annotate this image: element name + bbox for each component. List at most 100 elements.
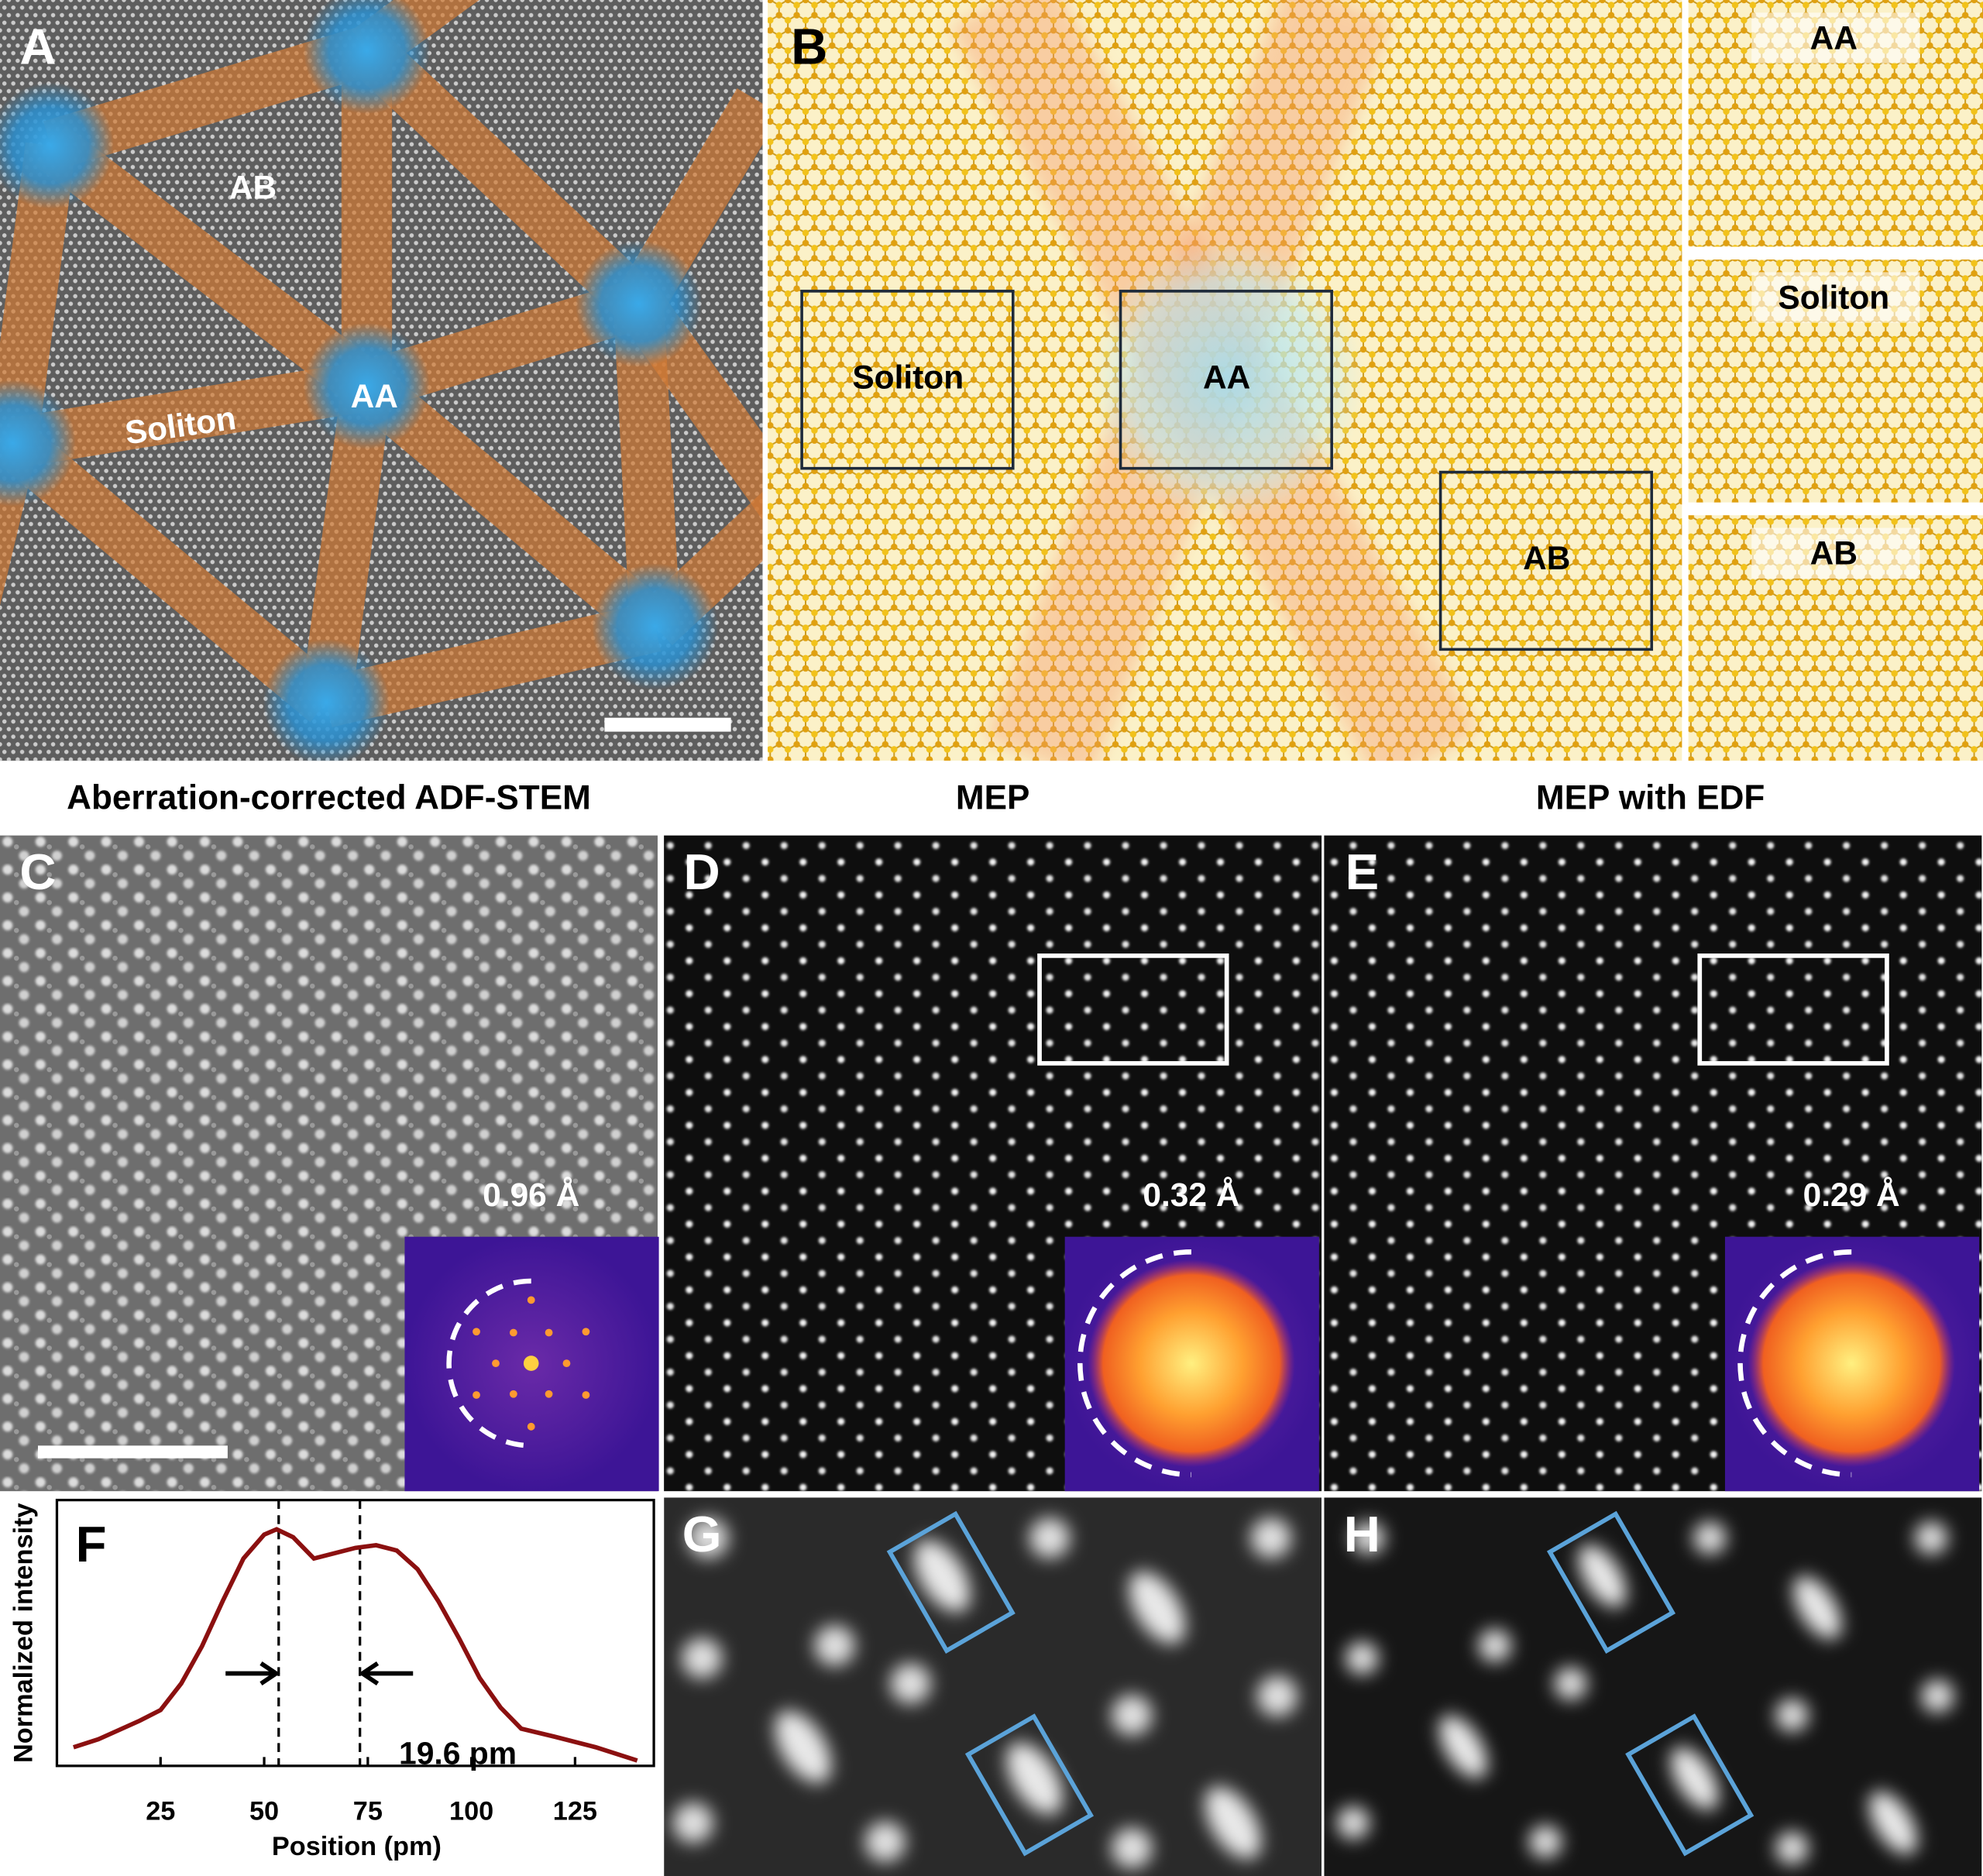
fft-spot (509, 1390, 517, 1398)
label: H (1344, 1506, 1380, 1562)
atom (864, 1821, 906, 1863)
panel (664, 1497, 1322, 1876)
aa-region (263, 639, 390, 761)
aa-region (1088, 240, 1366, 520)
pair-box (1625, 1713, 1754, 1857)
intensity-line (73, 1527, 638, 1763)
label: Soliton (1778, 280, 1889, 316)
panel (768, 0, 1682, 761)
atom (1256, 1675, 1298, 1717)
plot-frame (55, 1498, 655, 1768)
label: AB (1523, 540, 1570, 576)
atom-pair (1869, 1791, 1918, 1855)
arrow (358, 1661, 414, 1685)
label: 0.32 Å (1143, 1177, 1239, 1213)
fft-spot (473, 1391, 480, 1399)
label: AB (1810, 535, 1858, 572)
atom (890, 1663, 931, 1704)
aa-region (592, 563, 719, 690)
label: AA (1203, 359, 1250, 395)
label: MEP (956, 779, 1030, 817)
x-tick-label: 25 (146, 1796, 175, 1826)
atom-pair (913, 1539, 971, 1613)
label: MEP with EDF (1536, 779, 1765, 817)
panel (1688, 0, 1983, 247)
label-bg (1751, 527, 1920, 579)
label: E (1345, 844, 1380, 900)
y-axis-label: Normalized intensity (9, 1503, 39, 1763)
label: AB (229, 169, 277, 205)
atom (1250, 1517, 1291, 1558)
x-tick-label: 100 (449, 1796, 493, 1826)
soliton-band (35, 125, 383, 407)
label: 0.96 Å (483, 1177, 579, 1213)
panel (1688, 259, 1983, 503)
label-bg (1751, 272, 1920, 323)
aa-region (303, 322, 431, 450)
fft-center (523, 1355, 539, 1371)
atom (682, 1637, 723, 1679)
x-tick-label: 50 (249, 1796, 279, 1826)
fft-disk (1088, 1259, 1295, 1468)
atom (1029, 1517, 1071, 1558)
atom (1112, 1827, 1153, 1869)
atom (1478, 1629, 1512, 1662)
label: 0.29 Å (1803, 1177, 1900, 1213)
atom-pair (1793, 1575, 1842, 1640)
atom (672, 1802, 713, 1843)
fft-spot (582, 1391, 590, 1399)
atom (1112, 1695, 1153, 1736)
atom-pair (1006, 1742, 1063, 1815)
atom (1914, 1521, 1948, 1555)
fft-spot (545, 1390, 553, 1398)
label: A (19, 19, 56, 75)
region-box (800, 290, 1015, 470)
aa-region (303, 0, 431, 115)
arrow (225, 1661, 280, 1685)
label: B (791, 19, 827, 75)
aa-region (0, 82, 114, 209)
zoom-box (1037, 953, 1229, 1066)
label: Soliton (852, 359, 964, 395)
atom-pair (1438, 1715, 1488, 1778)
panel (0, 0, 763, 761)
atom (1693, 1521, 1727, 1555)
scale-bar (37, 1445, 228, 1459)
aa-region (575, 240, 703, 367)
fft-spot (492, 1359, 500, 1368)
atom (1775, 1699, 1809, 1732)
x-axis-label: Position (pm) (272, 1832, 442, 1861)
atom (814, 1625, 855, 1666)
panel (1324, 1497, 1982, 1876)
atom (1336, 1806, 1370, 1840)
region-box (1119, 290, 1333, 470)
atom (688, 1517, 729, 1558)
resolution-arc (1077, 1249, 1191, 1478)
atom-pair (775, 1710, 832, 1784)
pair-box (886, 1510, 1016, 1654)
annotation: 19.6 pm (399, 1736, 517, 1771)
zoom-box (1697, 953, 1889, 1066)
fft-spot (527, 1296, 535, 1304)
fft-spot (562, 1359, 571, 1368)
label: AA (1810, 20, 1858, 57)
atom (1921, 1679, 1954, 1713)
atom-pair (1129, 1571, 1186, 1644)
x-tick-label: 125 (553, 1796, 597, 1826)
label: G (682, 1506, 722, 1562)
x-tick-label: 75 (353, 1796, 383, 1826)
label: C (19, 844, 56, 900)
scale-bar (604, 717, 731, 732)
atom (1528, 1825, 1562, 1859)
atom (1352, 1521, 1385, 1555)
soliton-band (0, 423, 343, 723)
label: D (684, 844, 720, 900)
pair-box (1546, 1510, 1676, 1654)
fft-disk (1748, 1259, 1956, 1468)
panel (1688, 515, 1983, 761)
atom (1554, 1667, 1587, 1700)
fft-spot (527, 1422, 535, 1431)
label-bg (1751, 12, 1920, 64)
atom-pair (1578, 1544, 1627, 1608)
